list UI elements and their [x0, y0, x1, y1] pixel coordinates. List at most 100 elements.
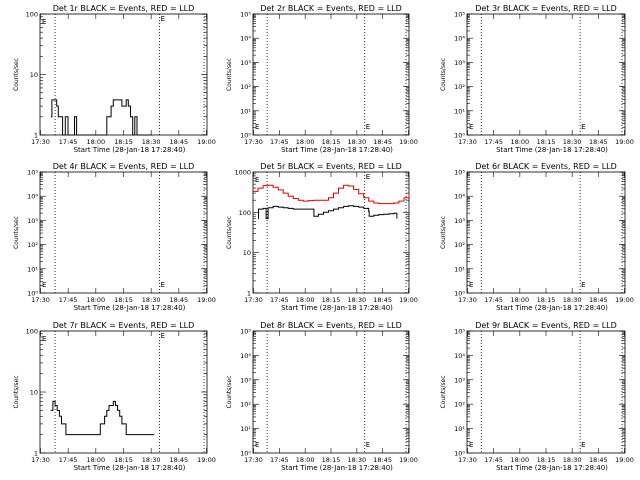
event-marker-left: E [42, 281, 46, 289]
x-tick-label: 18:00 [86, 138, 105, 146]
x-tick-label: 17:45 [270, 138, 289, 146]
y-tick-label: 10⁴ [240, 352, 251, 360]
x-tick-label: 19:00 [197, 138, 216, 146]
plot-frame [252, 330, 410, 454]
y-axis-label: Counts/sec [440, 58, 447, 91]
event-marker-right: E [161, 15, 165, 23]
y-tick-label: 10³ [240, 376, 251, 384]
y-tick-label: 10³ [454, 59, 465, 67]
event-marker-right: E [366, 123, 370, 131]
x-tick-label: 17:45 [484, 456, 503, 464]
y-tick-label: 10¹ [454, 265, 465, 273]
x-tick-label: 17:45 [59, 296, 78, 304]
panel-title: Det 1r BLACK = Events, RED = LLD [53, 4, 195, 13]
x-tick-label: 18:45 [169, 138, 188, 146]
y-tick-label: 10¹ [454, 107, 465, 115]
x-tick-label: 18:15 [322, 138, 341, 146]
x-tick-label: 17:30 [458, 456, 477, 464]
x-tick-label: 18:45 [169, 296, 188, 304]
x-tick-label: 18:15 [114, 138, 133, 146]
y-tick-label: 10 [30, 389, 38, 397]
y-tick-label: 10⁴ [454, 352, 465, 360]
x-tick-label: 18:30 [142, 456, 161, 464]
panel-2: Det 2r BLACK = Events, RED = LLD 10⁰ 10¹ 10… [226, 4, 418, 154]
y-tick-label: 10⁰ [240, 450, 251, 458]
y-tick-label: 10 [243, 249, 251, 257]
x-tick-label: 19:00 [399, 296, 418, 304]
y-tick-label: 10⁴ [27, 193, 38, 201]
x-tick-label: 17:45 [270, 296, 289, 304]
plot-frame [252, 13, 410, 136]
y-tick-label: 10² [240, 83, 251, 91]
y-tick-label: 10² [454, 401, 465, 409]
x-axis-label: Start Time (28-Jan-18 17:28:40) [496, 304, 608, 312]
x-axis-label: Start Time (28-Jan-18 17:28:40) [496, 146, 608, 154]
event-marker-left: E [42, 335, 46, 343]
y-axis-label: Counts/sec [13, 216, 20, 249]
y-tick-label: 10⁴ [240, 35, 251, 43]
y-tick-label: 10⁰ [240, 132, 251, 140]
panel-title: Det 5r BLACK = Events, RED = LLD [260, 162, 402, 171]
x-axis-label: Start Time (28-Jan-18 17:28:40) [281, 146, 393, 154]
x-tick-label: 17:30 [244, 296, 263, 304]
x-tick-label: 18:45 [589, 456, 608, 464]
plot-frame [466, 171, 626, 294]
x-tick-label: 17:30 [458, 138, 477, 146]
y-axis-label: Counts/sec [226, 216, 233, 249]
x-axis-label: Start Time (28-Jan-18 17:28:40) [496, 464, 608, 472]
x-tick-label: 18:30 [563, 138, 582, 146]
y-axis-label: Counts/sec [13, 58, 20, 91]
plot-frame [252, 171, 410, 294]
y-tick-label: 10⁴ [454, 35, 465, 43]
panel-title: Det 4r BLACK = Events, RED = LLD [53, 162, 195, 171]
panel-title: Det 3r BLACK = Events, RED = LLD [475, 4, 617, 13]
y-tick-label: 10⁵ [454, 169, 465, 177]
y-tick-label: 10¹ [240, 425, 251, 433]
x-axis-label: Start Time (28-Jan-18 17:28:40) [74, 464, 186, 472]
x-tick-label: 18:00 [510, 296, 529, 304]
x-tick-label: 19:00 [615, 138, 634, 146]
y-tick-label: 10⁵ [454, 328, 465, 336]
y-tick-label: 10⁵ [454, 11, 465, 19]
y-tick-label: 10⁴ [454, 193, 465, 201]
x-tick-label: 19:00 [615, 456, 634, 464]
y-tick-label: 10¹ [240, 107, 251, 115]
y-axis-label: Counts/sec [226, 375, 233, 408]
event-marker-left: E [42, 18, 46, 26]
event-marker-left: E [255, 123, 259, 131]
series-line-lld [253, 184, 410, 205]
panel-1: Det 1r BLACK = Events, RED = LLD 1 10 100 17… [13, 4, 216, 154]
y-tick-label: 1 [34, 450, 38, 458]
x-tick-label: 17:30 [31, 138, 50, 146]
y-axis-label: Counts/sec [440, 216, 447, 249]
y-tick-label: 100 [239, 209, 251, 217]
y-axis-label: Counts/sec [226, 58, 233, 91]
y-tick-label: 10³ [454, 217, 465, 225]
x-axis-label: Start Time (28-Jan-18 17:28:40) [281, 304, 393, 312]
x-tick-label: 18:30 [347, 456, 366, 464]
x-tick-label: 18:45 [373, 456, 392, 464]
event-marker-right: E [161, 281, 165, 289]
event-marker-right: E [581, 123, 585, 131]
x-tick-label: 17:30 [244, 138, 263, 146]
panel-8: Det 8r BLACK = Events, RED = LLD 10⁰ 10¹ 10… [226, 321, 418, 472]
y-tick-label: 10³ [454, 376, 465, 384]
x-tick-label: 18:30 [563, 296, 582, 304]
x-axis-label: Start Time (28-Jan-18 17:28:40) [74, 146, 186, 154]
x-tick-label: 18:15 [537, 138, 556, 146]
x-tick-label: 18:45 [169, 456, 188, 464]
x-tick-label: 18:15 [322, 296, 341, 304]
event-marker-left: E [469, 123, 473, 131]
panel-7: Det 7r BLACK = Events, RED = LLD 1 10 100 17… [13, 321, 216, 472]
event-marker-right: E [366, 173, 370, 181]
event-marker-right: E [161, 332, 165, 340]
event-marker-right: E [581, 281, 585, 289]
panel-title: Det 8r BLACK = Events, RED = LLD [260, 321, 402, 330]
panel-title: Det 6r BLACK = Events, RED = LLD [475, 162, 617, 171]
y-tick-label: 10¹ [454, 425, 465, 433]
y-tick-label: 10² [27, 241, 38, 249]
y-axis-label: Counts/sec [440, 375, 447, 408]
event-marker-right: E [366, 441, 370, 449]
x-tick-label: 17:45 [484, 296, 503, 304]
